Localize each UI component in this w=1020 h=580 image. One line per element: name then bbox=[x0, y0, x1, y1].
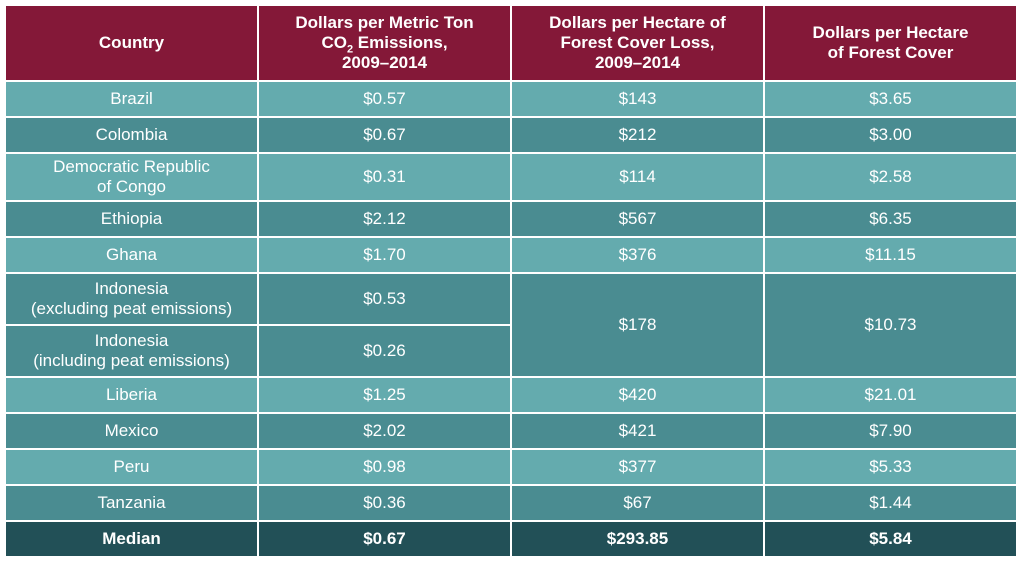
header-loss-line1: Dollars per Hectare of bbox=[549, 13, 726, 32]
table-row: Ethiopia $2.12 $567 $6.35 bbox=[4, 200, 1018, 238]
cell-co2: $0.31 bbox=[257, 152, 512, 202]
cell-co2: $0.53 bbox=[257, 272, 512, 326]
table-row: Brazil $0.57 $143 $3.65 bbox=[4, 80, 1018, 118]
cell-country: Colombia bbox=[4, 116, 259, 154]
cell-loss: $376 bbox=[510, 236, 765, 274]
header-co2: Dollars per Metric Ton CO2 Emissions, 20… bbox=[257, 4, 512, 82]
median-loss: $293.85 bbox=[510, 520, 765, 558]
header-loss-line2: Forest Cover Loss, bbox=[560, 33, 715, 52]
cell-cover: $1.44 bbox=[763, 484, 1018, 522]
forest-finance-table: Country Dollars per Metric Ton CO2 Emiss… bbox=[4, 4, 1018, 558]
cell-loss: $377 bbox=[510, 448, 765, 486]
header-co2-line1: Dollars per Metric Ton bbox=[295, 13, 474, 32]
cell-country: Democratic Republic of Congo bbox=[4, 152, 259, 202]
cell-cover: $7.90 bbox=[763, 412, 1018, 450]
cell-loss: $143 bbox=[510, 80, 765, 118]
cell-cover: $3.00 bbox=[763, 116, 1018, 154]
cell-country-line2: (including peat emissions) bbox=[33, 351, 230, 370]
cell-country-line1: Democratic Republic bbox=[53, 157, 210, 176]
cell-country-line1: Indonesia bbox=[94, 279, 169, 298]
cell-loss: $420 bbox=[510, 376, 765, 414]
header-cover: Dollars per Hectare of Forest Cover bbox=[763, 4, 1018, 82]
table-row: Democratic Republic of Congo $0.31 $114 … bbox=[4, 152, 1018, 202]
median-row: Median $0.67 $293.85 $5.84 bbox=[4, 520, 1018, 558]
cell-country: Peru bbox=[4, 448, 259, 486]
table-row: Mexico $2.02 $421 $7.90 bbox=[4, 412, 1018, 450]
median-label: Median bbox=[4, 520, 259, 558]
cell-cover: $3.65 bbox=[763, 80, 1018, 118]
table-row: Ghana $1.70 $376 $11.15 bbox=[4, 236, 1018, 274]
cell-country: Brazil bbox=[4, 80, 259, 118]
cell-cover: $11.15 bbox=[763, 236, 1018, 274]
cell-cover: $2.58 bbox=[763, 152, 1018, 202]
table-row: Indonesia (excluding peat emissions) $0.… bbox=[4, 272, 1018, 378]
cell-country: Liberia bbox=[4, 376, 259, 414]
cell-co2: $1.70 bbox=[257, 236, 512, 274]
table-row: Peru $0.98 $377 $5.33 bbox=[4, 448, 1018, 486]
header-cover-line2: of Forest Cover bbox=[827, 43, 954, 62]
cell-country: Ethiopia bbox=[4, 200, 259, 238]
cell-co2: $0.98 bbox=[257, 448, 512, 486]
header-co2-sub: 2 bbox=[346, 43, 354, 56]
cell-country-line2: of Congo bbox=[97, 177, 166, 196]
header-co2-prefix: CO bbox=[321, 33, 347, 52]
table-row: Tanzania $0.36 $67 $1.44 bbox=[4, 484, 1018, 522]
cell-country: Indonesia (including peat emissions) bbox=[4, 324, 259, 378]
cell-loss-merged: $178 bbox=[510, 272, 765, 378]
cell-country-line2: (excluding peat emissions) bbox=[30, 299, 233, 318]
table-row: Colombia $0.67 $212 $3.00 bbox=[4, 116, 1018, 154]
cell-co2: $2.12 bbox=[257, 200, 512, 238]
cell-cover: $6.35 bbox=[763, 200, 1018, 238]
cell-country: Tanzania bbox=[4, 484, 259, 522]
cell-co2: $0.26 bbox=[257, 324, 512, 378]
cell-co2: $1.25 bbox=[257, 376, 512, 414]
cell-loss: $67 bbox=[510, 484, 765, 522]
header-co2-years: 2009–2014 bbox=[341, 53, 428, 72]
cell-cover: $5.33 bbox=[763, 448, 1018, 486]
median-cover: $5.84 bbox=[763, 520, 1018, 558]
table-row: Liberia $1.25 $420 $21.01 bbox=[4, 376, 1018, 414]
header-loss-years: 2009–2014 bbox=[594, 53, 681, 72]
header-co2-line2: CO2 Emissions, bbox=[265, 33, 504, 56]
median-co2: $0.67 bbox=[257, 520, 512, 558]
cell-loss: $212 bbox=[510, 116, 765, 154]
table-row: Indonesia (including peat emissions) $0.… bbox=[4, 324, 1017, 378]
header-cover-line1: Dollars per Hectare bbox=[812, 23, 969, 42]
header-co2-suffix: Emissions, bbox=[353, 33, 448, 52]
cell-loss: $421 bbox=[510, 412, 765, 450]
cell-co2: $0.57 bbox=[257, 80, 512, 118]
header-loss: Dollars per Hectare of Forest Cover Loss… bbox=[510, 4, 765, 82]
cell-country: Ghana bbox=[4, 236, 259, 274]
cell-co2: $0.36 bbox=[257, 484, 512, 522]
cell-country-line1: Indonesia bbox=[94, 331, 169, 350]
cell-loss: $114 bbox=[510, 152, 765, 202]
cell-cover: $21.01 bbox=[763, 376, 1018, 414]
cell-country: Indonesia (excluding peat emissions) bbox=[4, 272, 259, 326]
cell-co2: $0.67 bbox=[257, 116, 512, 154]
cell-co2: $2.02 bbox=[257, 412, 512, 450]
header-country: Country bbox=[4, 4, 259, 82]
header-row: Country Dollars per Metric Ton CO2 Emiss… bbox=[4, 4, 1018, 82]
cell-cover-merged: $10.73 bbox=[763, 272, 1018, 378]
cell-loss: $567 bbox=[510, 200, 765, 238]
cell-country: Mexico bbox=[4, 412, 259, 450]
